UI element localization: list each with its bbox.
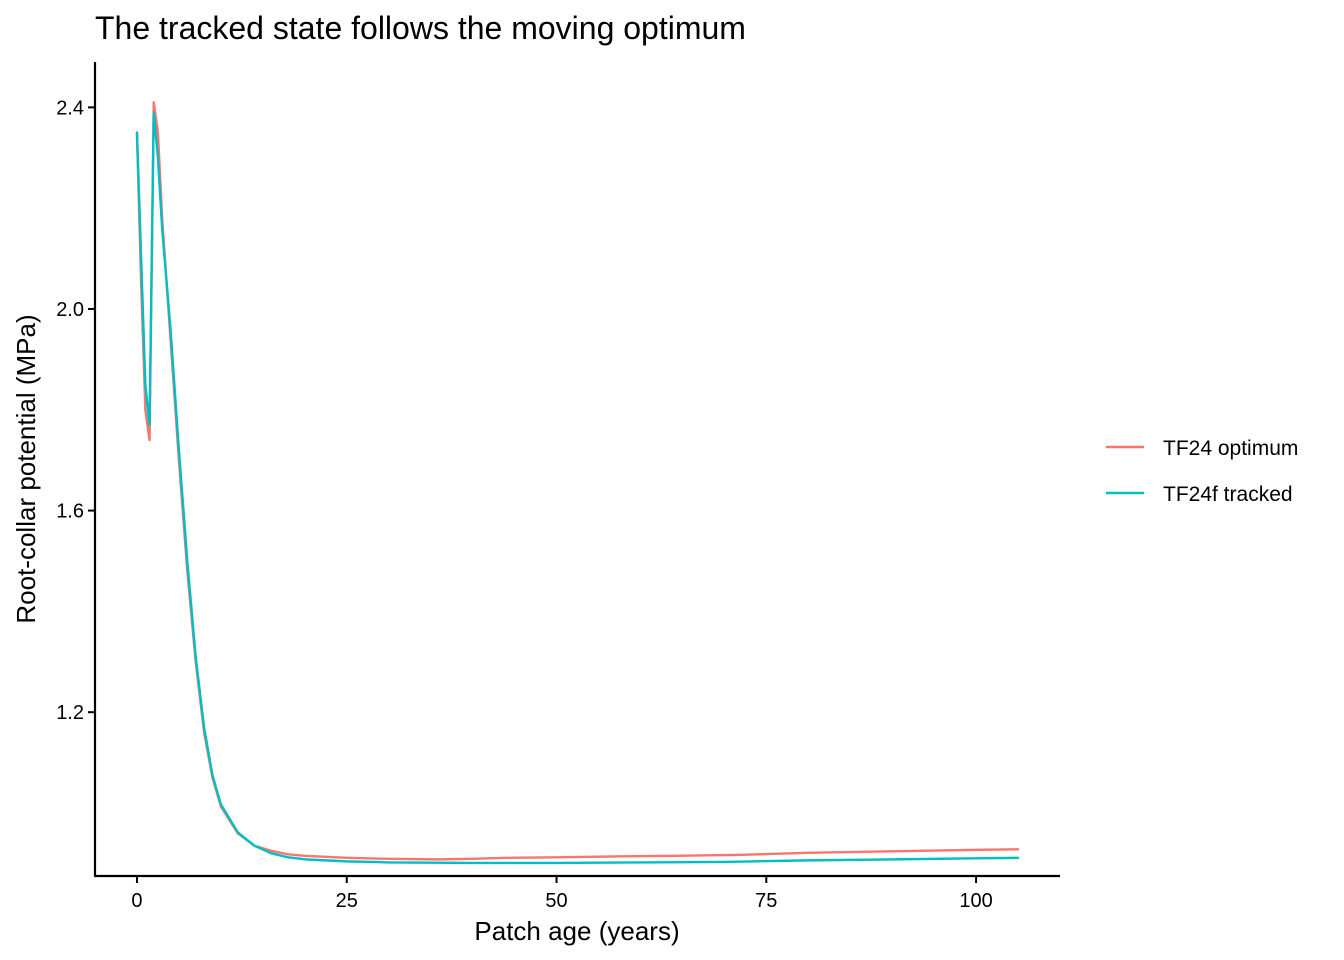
x-tick-label: 75 — [755, 890, 777, 912]
legend-label-1: TF24 optimum — [1163, 437, 1298, 460]
y-tick-label: 1.6 — [56, 501, 84, 523]
x-axis-ticks: 0 25 50 75 100 — [131, 876, 993, 912]
y-tick-label: 2.4 — [56, 97, 84, 119]
x-tick-label: 100 — [959, 890, 992, 912]
plot-area — [135, 101, 1020, 865]
legend: TF24 optimum TF24f tracked — [1106, 437, 1298, 506]
x-tick-label: 25 — [336, 890, 358, 912]
y-tick-label: 2.0 — [56, 299, 84, 321]
series-line-2 — [135, 111, 1020, 865]
legend-label-2: TF24f tracked — [1163, 483, 1293, 506]
x-tick-label: 0 — [131, 890, 142, 912]
chart-title: The tracked state follows the moving opt… — [95, 10, 746, 46]
x-axis-title: Patch age (years) — [474, 916, 679, 946]
series-line-1 — [135, 101, 1020, 861]
y-tick-label: 1.2 — [56, 702, 84, 724]
y-axis-title: Root-collar potential (MPa) — [11, 314, 41, 623]
x-tick-label: 50 — [545, 890, 567, 912]
y-axis-ticks: 1.2 1.6 2.0 2.4 — [56, 97, 95, 724]
